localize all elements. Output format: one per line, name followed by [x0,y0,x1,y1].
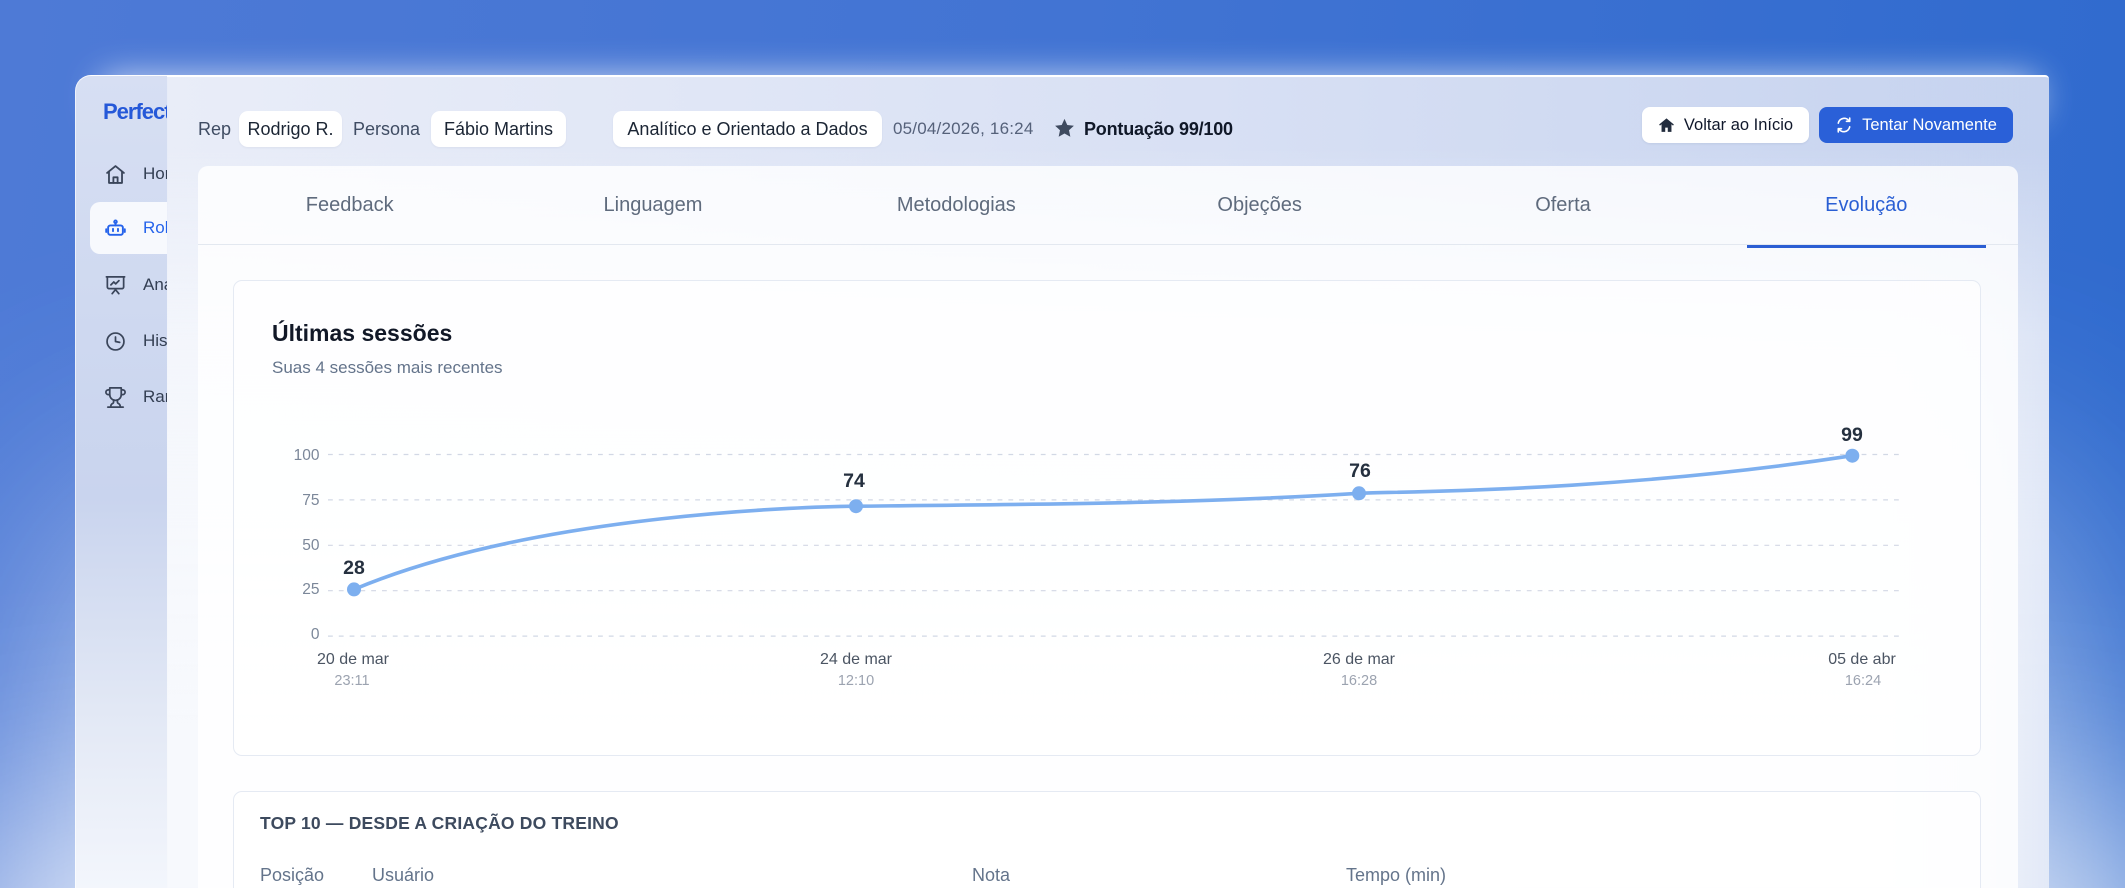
svg-text:50: 50 [302,537,320,554]
svg-text:75: 75 [302,492,319,509]
svg-text:0: 0 [311,626,320,643]
svg-text:100: 100 [294,447,320,464]
svg-text:28: 28 [343,557,365,579]
svg-text:24 de mar: 24 de mar [820,651,893,668]
svg-text:26 de mar: 26 de mar [1323,651,1396,668]
svg-text:16:24: 16:24 [1845,673,1881,689]
svg-text:23:11: 23:11 [334,673,369,689]
svg-text:12:10: 12:10 [838,673,874,689]
svg-text:74: 74 [843,470,865,492]
svg-text:99: 99 [1841,424,1863,446]
svg-text:16:28: 16:28 [1341,673,1377,689]
svg-text:05 de abr: 05 de abr [1828,651,1896,668]
svg-text:25: 25 [302,581,319,598]
svg-text:20 de mar: 20 de mar [317,651,390,668]
svg-text:76: 76 [1349,460,1371,482]
